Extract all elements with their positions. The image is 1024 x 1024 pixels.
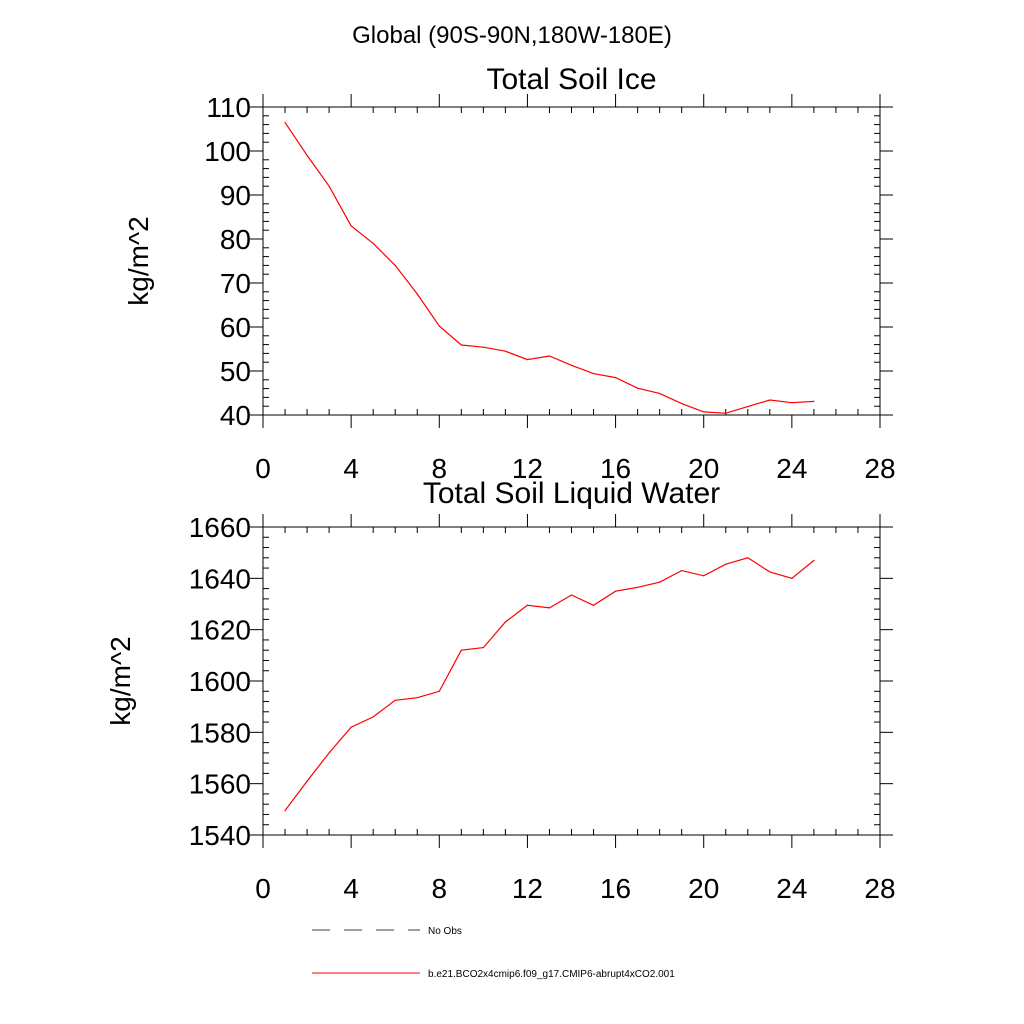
y-tick-label: 1660 — [189, 512, 251, 543]
data-point — [438, 690, 440, 692]
legend: No Obs b.e21.BCO2x4cmip6.f09_g17.CMIP6-ab… — [312, 926, 675, 980]
data-point — [460, 649, 462, 651]
x-tick-label: 28 — [864, 453, 895, 484]
data-point — [416, 293, 418, 295]
data-point — [482, 346, 484, 348]
x-tick-label: 16 — [600, 873, 631, 904]
data-point — [769, 399, 771, 401]
data-point — [284, 121, 286, 123]
data-point — [791, 577, 793, 579]
y-tick-label: 100 — [204, 136, 251, 167]
data-point — [725, 412, 727, 414]
data-point — [306, 780, 308, 782]
y-tick-label: 1600 — [189, 666, 251, 697]
y-tick-label: 40 — [220, 400, 251, 431]
x-tick-label: 28 — [864, 873, 895, 904]
data-point — [306, 154, 308, 156]
x-tick-label: 16 — [600, 453, 631, 484]
data-point — [526, 604, 529, 606]
data-point — [659, 581, 661, 583]
data-point — [350, 225, 352, 227]
y-tick-label: 1540 — [189, 820, 251, 851]
y-tick-label: 1640 — [189, 563, 251, 594]
data-point — [372, 242, 374, 244]
data-point — [703, 411, 705, 413]
data-point — [350, 726, 352, 728]
y-tick-label: 50 — [220, 356, 251, 387]
series-line-0 — [284, 557, 815, 811]
chart-title: Total Soil Liquid Water — [423, 477, 720, 510]
data-point — [769, 571, 771, 573]
data-point — [813, 400, 815, 402]
data-point — [747, 557, 749, 559]
data-point — [637, 387, 639, 389]
data-point — [438, 325, 440, 327]
y-axis-label: kg/m^2 — [123, 216, 154, 305]
x-tick-label: 20 — [688, 453, 719, 484]
x-tick-label: 8 — [431, 873, 447, 904]
data-point — [570, 594, 573, 596]
data-point — [394, 699, 396, 701]
data-point — [813, 559, 815, 561]
data-point — [504, 621, 506, 623]
data-point — [681, 402, 683, 405]
data-point — [747, 406, 749, 408]
series-line-0 — [284, 122, 814, 414]
y-tick-label: 80 — [220, 224, 251, 255]
data-point — [637, 586, 639, 588]
data-point — [284, 810, 286, 812]
chart-panel-total-soil-ice: Total Soil Ice kg/m^2 0 4 8 12 16 20 24 28 40 50 60 7… — [123, 63, 896, 484]
data-point — [460, 344, 462, 346]
data-point — [659, 392, 661, 395]
data-point — [592, 604, 595, 606]
plot-frame — [262, 106, 881, 416]
x-tick-label: 0 — [255, 873, 271, 904]
data-point — [570, 364, 573, 366]
data-point — [681, 570, 683, 572]
y-axis-label: kg/m^2 — [105, 636, 136, 725]
data-point — [504, 350, 506, 352]
data-point — [703, 575, 705, 577]
data-point — [526, 358, 529, 361]
data-point — [791, 402, 793, 404]
x-tick-label: 24 — [776, 453, 807, 484]
legend-label-1: b.e21.BCO2x4cmip6.f09_g17.CMIP6-abrupt4x… — [428, 969, 675, 980]
data-point — [548, 355, 551, 357]
x-tick-label: 4 — [343, 453, 359, 484]
y-tick-label: 70 — [220, 268, 251, 299]
data-point — [328, 185, 330, 187]
data-point — [328, 752, 330, 754]
data-point — [592, 373, 595, 375]
data-point — [614, 377, 617, 379]
x-tick-label: 4 — [343, 873, 359, 904]
chart-title: Total Soil Ice — [486, 63, 656, 96]
legend-label-0: No Obs — [428, 926, 462, 937]
data-point — [548, 607, 551, 609]
y-tick-label: 1580 — [189, 717, 251, 748]
x-tick-label: 12 — [512, 873, 543, 904]
data-point — [416, 697, 418, 699]
x-tick-label: 12 — [512, 453, 543, 484]
y-tick-label: 1560 — [189, 769, 251, 800]
data-point — [394, 264, 396, 266]
data-point — [482, 647, 484, 649]
y-tick-label: 60 — [220, 312, 251, 343]
page-title: Global (90S-90N,180W-180E) — [352, 22, 672, 49]
y-tick-label: 90 — [220, 180, 251, 211]
plot-frame — [262, 526, 881, 836]
x-tick-label: 20 — [688, 873, 719, 904]
x-tick-label: 24 — [776, 873, 807, 904]
data-point — [725, 563, 727, 565]
y-tick-label: 110 — [206, 92, 251, 123]
x-tick-label: 0 — [255, 453, 271, 484]
data-point — [614, 590, 617, 592]
data-point — [372, 716, 374, 718]
y-tick-label: 1620 — [189, 615, 251, 646]
x-tick-label: 8 — [431, 453, 447, 484]
